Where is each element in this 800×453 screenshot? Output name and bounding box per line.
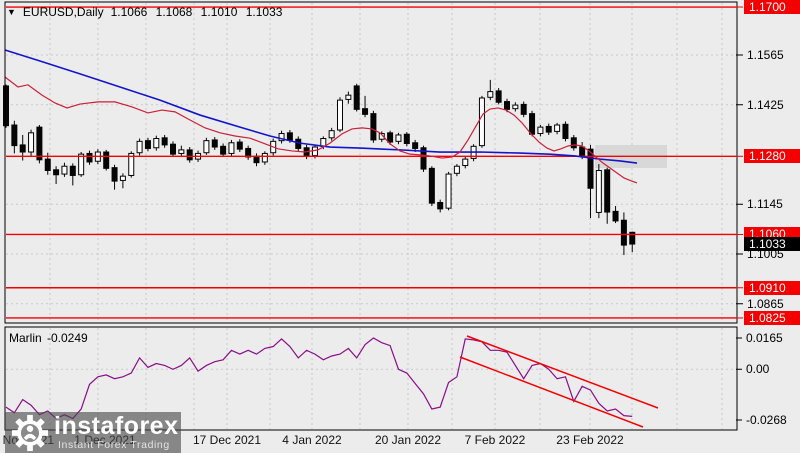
instaforex-gear-icon [11,414,49,451]
chart-title: ▼ EURUSD,Daily 1.1066 1.1068 1.1010 1.10… [7,5,282,19]
marlin-axis-label: 0.0165 [746,331,783,345]
date-axis-label: 4 Jan 2022 [282,433,342,447]
instaforex-logo-text: instaforex [54,412,179,440]
instaforex-logo-subtitle: Instant Forex Trading [58,439,170,451]
date-axis-label: 17 Dec 2021 [192,433,262,447]
price-axis-label: 1.1280 [744,149,800,164]
date-axis-label: 20 Jan 2022 [374,433,442,447]
price-axis-label: 1.1700 [744,0,800,15]
marlin-axis-label: -0.0268 [746,413,787,427]
marlin-axis-label: 0.00 [746,362,770,377]
symbol-dropdown-icon[interactable]: ▼ [7,7,16,17]
symbol-timeframe-label: EURUSD,Daily [22,5,104,19]
ohlc-values: 1.1066 1.1068 1.1010 1.1033 [110,5,283,19]
price-axis-label: 1.0865 [747,296,784,311]
price-axis-label: 1.1565 [747,48,784,62]
instaforex-watermark: instaforex Instant Forex Trading [5,412,181,453]
price-axis-label: 1.1425 [747,97,784,112]
price-axis-label: 1.1145 [747,197,783,212]
price-axis-label: 1.1033 [744,237,800,252]
price-axis-label: 1.1005 [747,247,784,261]
indicator-label: Marlin -0.0249 [9,331,88,345]
price-axis-label: 1.0825 [744,310,800,325]
price-axis-label: 1.0910 [744,280,800,295]
date-axis-label: 23 Feb 2022 [556,433,624,447]
date-axis-label: 7 Feb 2022 [464,433,526,447]
